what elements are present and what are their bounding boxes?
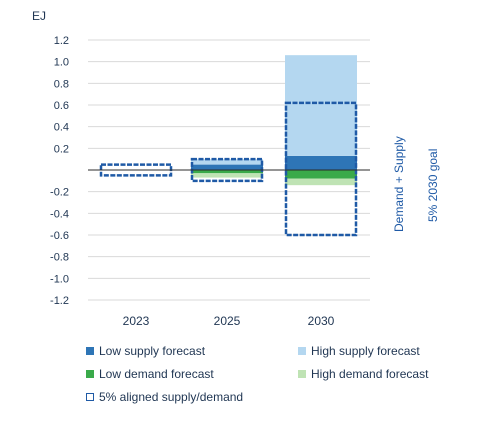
- legend-label: 5% aligned supply/demand: [99, 390, 244, 404]
- gridlines: [88, 39, 370, 301]
- x-tick-label: 2025: [214, 314, 241, 328]
- bar-segment: [191, 159, 263, 165]
- y-tick-label: -1.2: [50, 295, 69, 307]
- y-tick-label: 0.8: [54, 78, 69, 90]
- bar-segment: [285, 170, 357, 179]
- y-tick-label: -0.2: [50, 187, 69, 199]
- annotation-2030-goal: 5% 2030 goal: [426, 149, 440, 222]
- annotation-demand-supply: Demand + Supply: [392, 136, 406, 232]
- legend-item-high-supply: High supply forecast: [298, 344, 420, 358]
- legend-swatch: [298, 347, 306, 355]
- aligned-outline-box: [284, 101, 358, 237]
- legend-label: High supply forecast: [311, 344, 420, 358]
- y-tick-label: -0.6: [50, 230, 69, 242]
- y-tick-label: -0.8: [50, 252, 69, 264]
- y-tick-label: -0.4: [50, 208, 69, 220]
- legend-item-low-supply: Low supply forecast: [86, 344, 205, 358]
- y-tick-label: 1.2: [54, 35, 69, 47]
- legend-label: Low demand forecast: [99, 367, 214, 381]
- x-tick-label: 2023: [123, 314, 150, 328]
- x-tick-label: 2030: [308, 314, 335, 328]
- legend-item-aligned: 5% aligned supply/demand: [86, 390, 243, 404]
- y-tick-label: 0.2: [54, 143, 69, 155]
- bar-segment: [285, 155, 357, 170]
- bar-segment: [191, 173, 263, 178]
- y-tick-label: -1.0: [50, 273, 69, 285]
- y-tick-label: 0.6: [54, 100, 69, 112]
- bar-segment: [285, 178, 357, 186]
- legend-label: Low supply forecast: [99, 344, 206, 358]
- legend-swatch: [86, 347, 94, 355]
- legend-swatch: [86, 370, 94, 378]
- y-tick-labels: 1.2 1.0 0.8 0.6 0.4 0.2 -0.2 -0.4 -0.6 -0.8 -1.0 -1…: [50, 35, 69, 307]
- y-tick-label: 1.0: [54, 57, 69, 69]
- legend-swatch: [298, 370, 306, 378]
- legend-swatch: [86, 393, 94, 401]
- bar-segment: [285, 55, 357, 156]
- x-tick-labels: 2023 2025 2030: [123, 314, 335, 328]
- bar-segment: [191, 170, 263, 174]
- legend-item-high-demand: High demand forecast: [298, 367, 428, 381]
- y-tick-label: 0.4: [54, 122, 69, 134]
- legend-label: High demand forecast: [311, 367, 429, 381]
- bar-segment: [191, 164, 263, 170]
- legend-item-low-demand: Low demand forecast: [86, 367, 214, 381]
- bars: [191, 55, 357, 186]
- y-axis-label: EJ: [32, 9, 46, 23]
- chart-svg: EJ 1.2 1.0 0.8 0.6 0.4 0.2 -0.2 -0.4 -0.6 -0.8 -1.…: [32, 9, 440, 328]
